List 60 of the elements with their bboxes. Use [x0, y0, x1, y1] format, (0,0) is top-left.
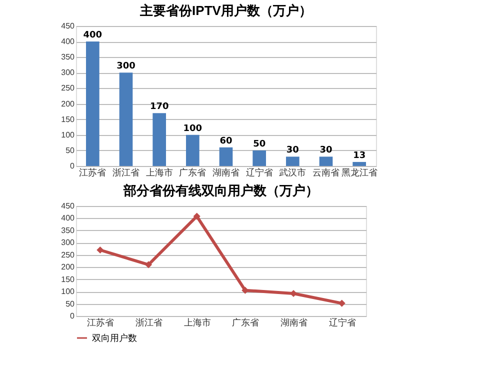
x-tick-label: 上海市 [146, 168, 173, 178]
bar [152, 113, 166, 166]
bar [219, 147, 233, 166]
x-tick-label: 辽宁省 [246, 168, 273, 178]
data-label: 30 [286, 146, 299, 156]
point [144, 261, 152, 268]
x-tick-label: 上海市 [184, 318, 211, 328]
x-tick-label: 武汉市 [279, 168, 306, 178]
bar [252, 150, 266, 166]
y-tick-label: 150 [61, 274, 76, 284]
x-tick-label: 江苏省 [79, 168, 106, 178]
data-label: 60 [220, 136, 232, 146]
x-tick-label: 湖南省 [212, 168, 240, 178]
chart-title: 部分省份有线双向用户数（万户） [122, 183, 318, 198]
point [96, 246, 104, 254]
x-tick-label: 辽宁省 [328, 318, 356, 328]
y-tick-label: 450 [61, 22, 76, 30]
point [193, 212, 200, 220]
data-label: 30 [320, 146, 332, 156]
y-tick-label: 250 [61, 250, 76, 260]
y-tick-label: 200 [61, 99, 76, 108]
y-tick-label: 300 [61, 238, 76, 248]
y-tick-label: 300 [61, 68, 76, 78]
chart-title: 主要省份IPTV用户数（万户） [139, 3, 312, 18]
x-tick-label: 江苏省 [87, 318, 114, 328]
y-tick-label: 400 [61, 214, 76, 223]
y-tick-label: 150 [61, 114, 76, 124]
y-tick-label: 250 [61, 84, 76, 93]
y-tick-label: 200 [61, 262, 76, 272]
point [338, 300, 346, 307]
y-tick-label: 400 [61, 37, 76, 46]
data-label: 100 [183, 124, 202, 134]
y-tick-label: 350 [61, 52, 76, 62]
legend-label: 双向用户数 [92, 333, 137, 343]
y-tick-label: 350 [61, 226, 76, 235]
data-label: 400 [83, 30, 102, 41]
data-label: 13 [353, 150, 366, 161]
bar [286, 156, 300, 166]
bar [186, 134, 200, 166]
x-tick-label: 黑龙江省 [341, 168, 378, 178]
bar [119, 72, 133, 166]
data-label: 300 [116, 62, 136, 72]
y-tick-label: 50 [66, 299, 76, 308]
x-tick-label: 湖南省 [280, 318, 308, 328]
y-tick-label: 450 [61, 202, 76, 210]
x-tick-label: 浙江省 [136, 318, 162, 328]
data-label: 170 [150, 102, 169, 112]
y-tick-label: 100 [61, 287, 76, 296]
x-tick-label: 云南省 [312, 168, 340, 178]
y-tick-label: 0 [70, 312, 76, 320]
bar [86, 42, 100, 166]
x-tick-label: 浙江省 [112, 168, 140, 178]
y-tick-label: 100 [61, 130, 76, 140]
x-tick-label: 广东省 [232, 318, 260, 328]
x-tick-label: 广东省 [179, 168, 206, 178]
bar [352, 162, 366, 166]
y-tick-label: 50 [66, 146, 76, 155]
y-tick-label: 0 [70, 162, 76, 170]
bar [319, 156, 333, 166]
data-label: 50 [253, 139, 266, 150]
